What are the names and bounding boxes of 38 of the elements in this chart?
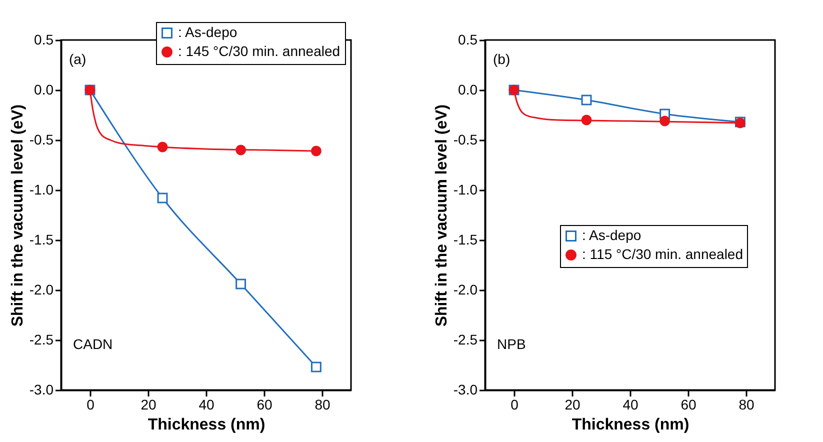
x-tick-label: 0: [510, 396, 519, 412]
x-axis-title: Thickness (nm): [572, 416, 690, 434]
legend-label: : 145 °C/30 min. annealed: [178, 43, 340, 59]
y-tick-label: -3.0: [29, 382, 54, 398]
annotation: NPB: [497, 336, 526, 352]
x-axis-title: Thickness (nm): [148, 416, 266, 434]
y-tick-label: 0.0: [458, 82, 478, 98]
y-tick-label: 0.5: [34, 32, 54, 48]
x-tick-label: 40: [198, 396, 214, 412]
y-tick-label: -2.0: [29, 282, 54, 298]
legend-label: : As-depo: [582, 227, 642, 243]
x-tick-label: 20: [140, 396, 156, 412]
x-tick-label: 80: [314, 396, 330, 412]
y-tick-label: -0.5: [29, 132, 54, 148]
y-axis-title: Shift in the vacuum level (eV): [433, 104, 450, 327]
y-tick-label: 0.5: [458, 32, 478, 48]
annotation: CADN: [73, 336, 113, 352]
y-tick-label: -1.0: [29, 182, 54, 198]
x-tick-label: 60: [680, 396, 696, 412]
y-tick-label: -2.5: [453, 332, 478, 348]
annotation: (a): [69, 51, 86, 67]
y-tick-label: 0.0: [34, 82, 54, 98]
y-axis-title: Shift in the vacuum level (eV): [9, 104, 26, 327]
y-tick-label: -1.5: [453, 232, 478, 248]
y-tick-label: -1.5: [29, 232, 54, 248]
annotation: (b): [493, 51, 510, 67]
x-tick-label: 0: [86, 396, 95, 412]
x-tick-label: 80: [738, 396, 754, 412]
y-tick-label: -2.5: [29, 332, 54, 348]
legend-label: : As-depo: [178, 24, 238, 40]
y-tick-label: -1.0: [453, 182, 478, 198]
x-tick-label: 60: [256, 396, 272, 412]
y-tick-label: -3.0: [453, 382, 478, 398]
y-tick-label: -2.0: [453, 282, 478, 298]
x-tick-label: 20: [564, 396, 580, 412]
legend-label: : 115 °C/30 min. annealed: [582, 246, 743, 262]
y-tick-label: -0.5: [453, 132, 478, 148]
x-tick-label: 40: [622, 396, 638, 412]
